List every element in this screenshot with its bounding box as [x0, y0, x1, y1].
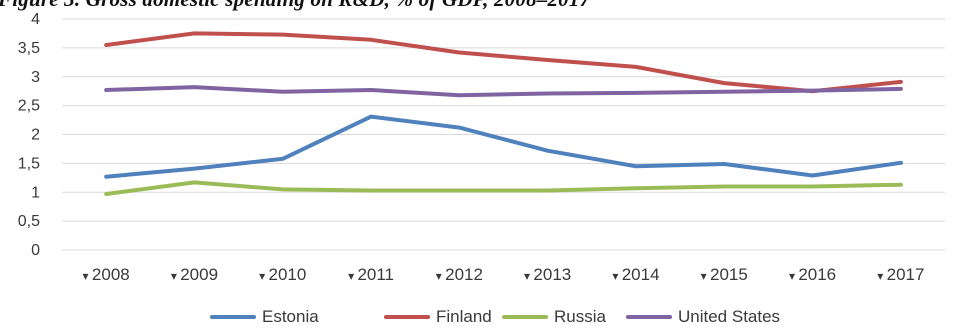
legend-item-finland: Finland [384, 306, 492, 328]
gridlines [62, 18, 945, 251]
y-tick-label: 3 [31, 69, 40, 86]
filter-arrow-icon: ▾ [612, 269, 621, 283]
legend-swatch [384, 315, 430, 319]
series-line-russia [104, 180, 903, 196]
filter-arrow-icon: ▾ [877, 269, 886, 283]
filter-arrow-icon: ▾ [701, 269, 710, 283]
y-tick-label: 2 [31, 127, 40, 144]
y-axis-ticks: 0 0,5 1 1,5 2 2,5 3 3,5 4 [18, 11, 40, 259]
filter-arrow-icon: ▾ [789, 269, 798, 283]
filter-arrow-icon: ▾ [348, 269, 357, 283]
x-tick-label: ▾ 2013 [524, 265, 571, 284]
figure-title: Figure 3. Gross domestic spending on R&D… [0, 0, 590, 12]
x-tick-label: ▾ 2008 [83, 265, 130, 284]
x-tick-label: ▾ 2016 [789, 265, 836, 284]
y-tick-label: 1,5 [18, 155, 40, 172]
y-tick-label: 2,5 [18, 98, 40, 115]
filter-arrow-icon: ▾ [171, 269, 180, 283]
legend-item-united-states: United States [626, 306, 780, 328]
legend-item-estonia: Estonia [210, 306, 319, 328]
legend-swatch [210, 315, 256, 319]
series-line-united-states [104, 85, 903, 98]
legend-item-russia: Russia [502, 306, 606, 328]
legend-swatch [626, 315, 672, 319]
x-tick-label: ▾ 2010 [259, 265, 306, 284]
x-tick-label: ▾ 2017 [877, 265, 924, 284]
legend-label: Estonia [262, 307, 319, 326]
y-tick-label: 0 [31, 242, 40, 259]
x-tick-label: ▾ 2012 [436, 265, 483, 284]
x-axis-ticks: ▾ 2008 ▾ 2009 ▾ 2010 ▾ 2011 ▾ 2012 ▾ 2013 ▾ 20… [83, 265, 925, 284]
legend: Estonia Finland Russia United States [0, 306, 962, 328]
filter-arrow-icon: ▾ [259, 269, 268, 283]
y-tick-label: 1 [31, 184, 40, 201]
legend-label: United States [678, 307, 781, 326]
filter-arrow-icon: ▾ [524, 269, 533, 283]
y-tick-label: 4 [31, 11, 40, 28]
series-line-estonia [104, 114, 903, 179]
filter-arrow-icon: ▾ [83, 269, 92, 283]
x-tick-label: ▾ 2015 [701, 265, 748, 284]
filter-arrow-icon: ▾ [436, 269, 445, 283]
y-tick-label: 0,5 [18, 213, 40, 230]
legend-label: Finland [436, 307, 492, 326]
y-tick-label: 3,5 [18, 40, 40, 57]
x-tick-label: ▾ 2011 [348, 265, 394, 284]
legend-swatch [502, 315, 548, 319]
line-chart: 00,511,522,533,54 ▾ 2008 ▾ 2009 ▾ 2010 ▾ 20… [18, 11, 945, 284]
series-line-finland [104, 31, 903, 94]
x-tick-label: ▾ 2009 [171, 265, 218, 284]
series-lines [104, 31, 903, 196]
legend-label: Russia [554, 307, 606, 326]
x-tick-label: ▾ 2014 [612, 265, 659, 284]
